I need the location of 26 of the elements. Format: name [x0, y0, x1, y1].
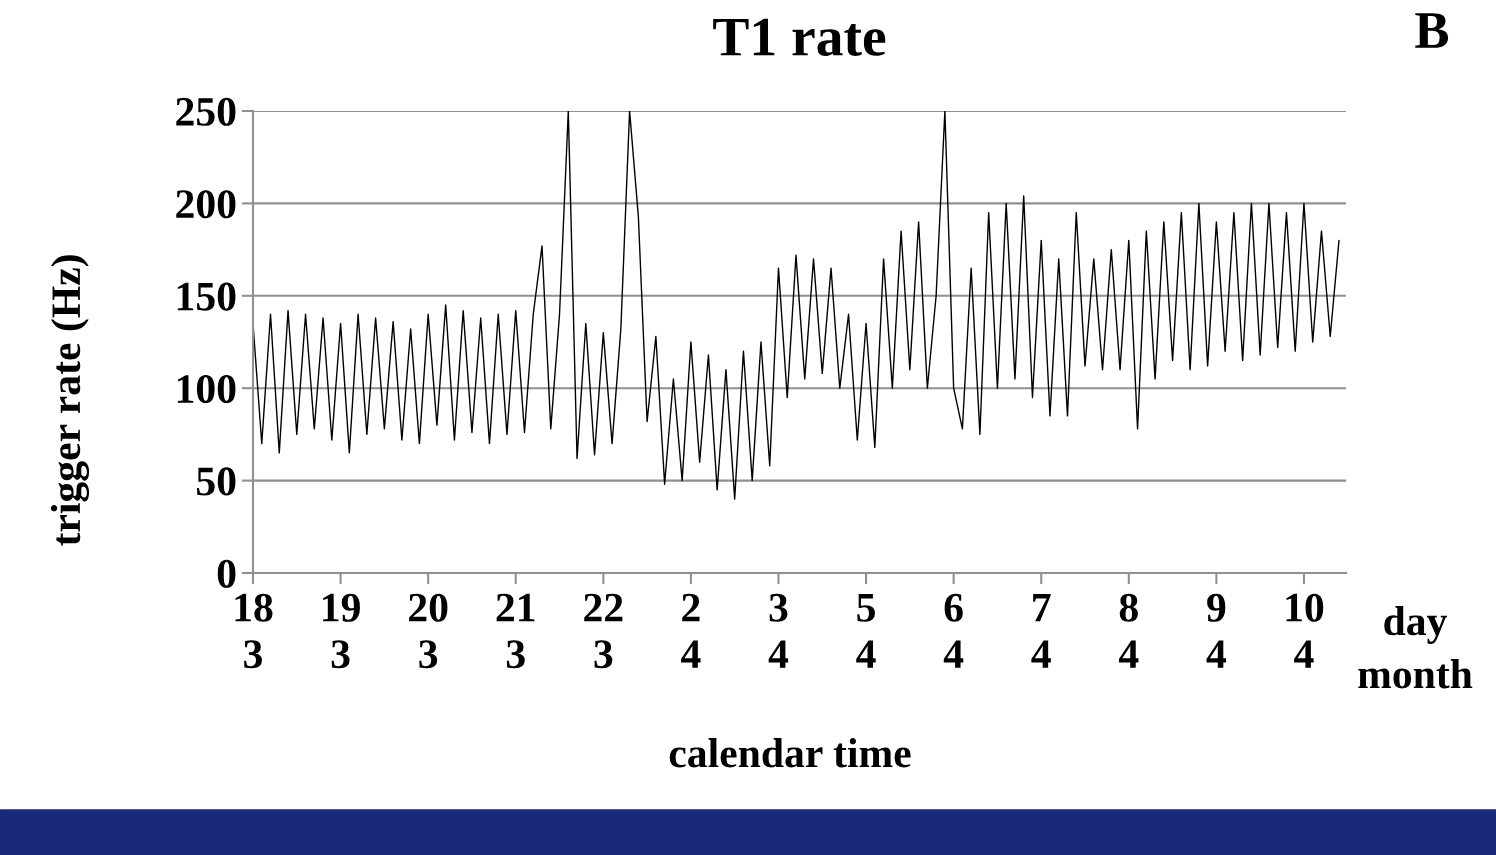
line-series	[253, 111, 1340, 500]
x-tick-label: 20 3	[409, 593, 448, 669]
text: B	[1415, 13, 1449, 48]
chart-title: T1 rate	[713, 18, 886, 56]
x-tick-label: 8 4	[1118, 593, 1139, 668]
x-tick-label: 19 3	[323, 593, 360, 669]
x-tick-label: 3 4	[768, 593, 789, 668]
y-tick-label: 100	[177, 374, 236, 404]
x-tick-label: 10 4	[1286, 593, 1324, 668]
x-tick-label: 21 3	[496, 593, 535, 669]
y-tick-label: 200	[176, 190, 236, 219]
text: day	[1384, 606, 1448, 644]
y-tick-label: 50	[197, 467, 236, 496]
x-axis-title: calendar time	[669, 738, 911, 768]
y-tick-label: 0	[217, 559, 236, 588]
y-tick-label: 250	[176, 97, 236, 126]
x-tick-label: 5 4	[856, 594, 876, 668]
x-tick-label: 7 4	[1031, 594, 1051, 668]
y-tick-label: 150	[177, 282, 236, 311]
x-tick-label: 9 4	[1206, 593, 1227, 668]
x-tick-label: 2 4	[681, 593, 701, 668]
y-axis-title: trigger rate (Hz)	[50, 255, 90, 546]
x-tick-label: 22 3	[584, 593, 623, 669]
x-tick-label: 18 3	[235, 593, 273, 669]
text: month	[1358, 659, 1473, 689]
x-tick-label: 6 4	[943, 593, 964, 668]
